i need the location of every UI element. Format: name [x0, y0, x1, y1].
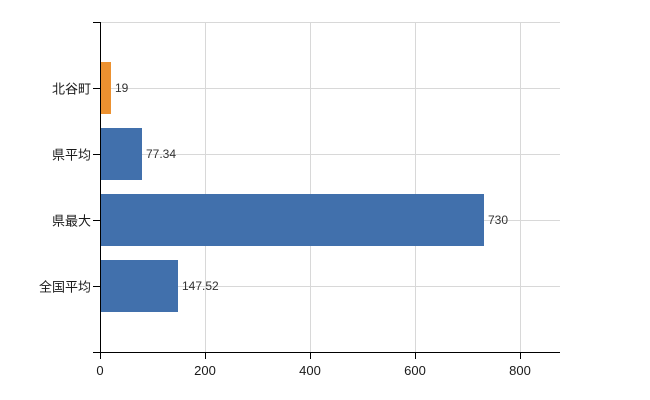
bar-1[interactable] — [101, 62, 111, 114]
x-gridline — [415, 22, 416, 352]
category-label: 県最大 — [51, 213, 91, 229]
category-label: 全国平均 — [38, 279, 91, 295]
plot-top-gridline — [100, 22, 560, 23]
x-tick-label: 400 — [299, 363, 321, 378]
bar-3[interactable] — [101, 194, 484, 246]
y-axis-top-tick — [93, 22, 100, 23]
x-gridline — [205, 22, 206, 352]
bar-2[interactable] — [101, 128, 142, 180]
category-gridline — [100, 286, 560, 287]
category-label: 県平均 — [51, 147, 91, 163]
x-tick-label: 0 — [96, 363, 104, 378]
y-axis-tick — [93, 154, 100, 155]
x-axis-tick — [520, 352, 521, 359]
bar-4[interactable] — [101, 260, 178, 312]
category-gridline — [100, 154, 560, 155]
bar-value-label: 147.52 — [182, 279, 219, 293]
category-label: 北谷町 — [51, 81, 91, 97]
x-tick-label: 800 — [509, 363, 531, 378]
y-axis — [100, 22, 101, 353]
category-gridline — [100, 88, 560, 89]
y-axis-tick — [93, 286, 100, 287]
x-axis-tick — [310, 352, 311, 359]
x-axis-tick — [100, 352, 101, 359]
bar-value-label: 19 — [115, 81, 129, 95]
y-axis-tick — [93, 88, 100, 89]
x-axis — [100, 352, 560, 353]
y-axis-bottom-tick — [93, 352, 100, 353]
x-tick-label: 200 — [194, 363, 216, 378]
x-axis-tick — [415, 352, 416, 359]
x-axis-tick — [205, 352, 206, 359]
bar-value-label: 730 — [488, 213, 509, 227]
bar-value-label: 77.34 — [146, 147, 177, 161]
x-gridline — [520, 22, 521, 352]
y-axis-tick — [93, 220, 100, 221]
x-gridline — [310, 22, 311, 352]
x-tick-label: 600 — [404, 363, 426, 378]
